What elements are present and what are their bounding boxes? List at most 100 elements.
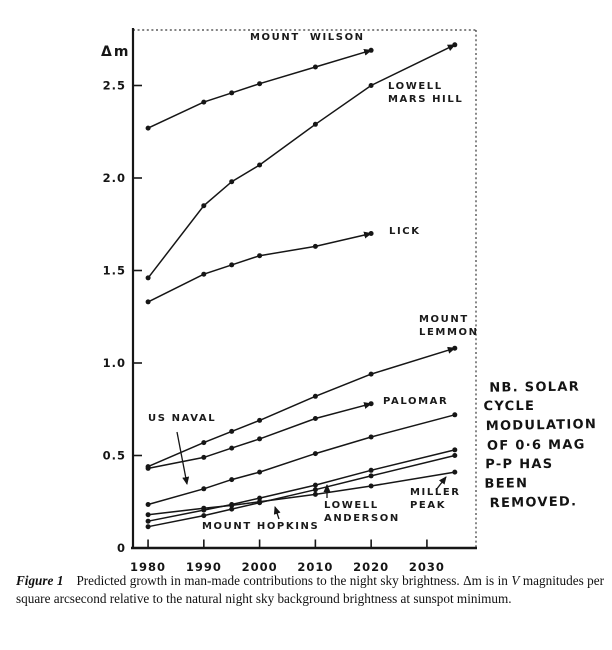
series-point-lowell-mars-hill-0 — [145, 275, 151, 281]
series-point-lowell-anderson-1 — [201, 513, 207, 519]
series-point-miller-peak-4 — [312, 491, 318, 497]
note-line: REMOVED. — [489, 494, 578, 512]
y-axis-label: Δm — [101, 44, 131, 60]
series-point-lick-2 — [229, 262, 235, 268]
series-point-lowell-anderson-4 — [312, 487, 318, 493]
series-point-lowell-mars-hill-4 — [312, 121, 318, 127]
plot-frame — [131, 28, 477, 550]
series-label-line: MOUNT HOPKINS — [202, 521, 320, 532]
series-point-mount-hopkins-0 — [145, 518, 151, 524]
series-point-mount-hopkins-5 — [368, 467, 374, 473]
series-point-us-naval-2 — [229, 477, 235, 483]
series-point-lowell-anderson-0 — [145, 524, 151, 530]
series-point-palomar-0 — [145, 465, 151, 471]
series-point-lick-3 — [257, 253, 263, 259]
series-point-mount-wilson-4 — [312, 64, 318, 70]
series-label-lowell-mars-hill: LOWELL MARS HILL — [388, 81, 463, 106]
series-point-us-naval-0 — [145, 502, 151, 507]
series-point-palomar-1 — [201, 454, 207, 460]
series-point-mount-wilson-3 — [257, 81, 263, 87]
series-point-mount-lemmon-2 — [229, 428, 235, 434]
series-point-lowell-anderson-2 — [229, 506, 235, 512]
x-tick-label: 2000 — [242, 560, 278, 574]
series-point-palomar-4 — [312, 416, 318, 421]
x-tick-label: 1990 — [186, 560, 222, 574]
figure-caption: Figure 1 Predicted growth in man-made con… — [16, 572, 604, 607]
y-tick-label: 1.0 — [103, 356, 126, 370]
series-point-us-naval-1 — [201, 486, 207, 492]
series-line-mount-wilson — [147, 48, 373, 129]
handwritten-note: NB. SOLAR CYCLE MODULATION OF 0·6 MAG P-… — [483, 377, 611, 513]
series-point-lowell-mars-hill-5 — [368, 83, 374, 88]
note-line: NB. SOLAR — [489, 379, 581, 396]
series-point-lowell-mars-hill-1 — [201, 203, 207, 209]
x-tick-label: 1980 — [130, 560, 166, 574]
series-point-us-naval-3 — [257, 469, 263, 475]
series-label-line: LOWELL — [324, 500, 379, 511]
series-point-lick-0 — [145, 299, 151, 305]
series-point-mount-wilson-0 — [145, 125, 151, 131]
series-point-us-naval-4 — [312, 451, 318, 457]
note-line: BEEN — [484, 476, 529, 492]
series-point-lick-1 — [201, 271, 207, 277]
series-point-miller-peak-3 — [257, 499, 263, 505]
series-label-line: MARS HILL — [388, 93, 464, 105]
y-tick-label: 2.0 — [103, 171, 126, 185]
series-point-palomar-3 — [257, 436, 263, 442]
axis-ticks: 1980 1990 2000 2010 2020 2030 0 0.5 1.0 1.5 2.0 2.5 — [103, 79, 445, 575]
series-label-line: LICK — [389, 226, 421, 237]
series-label-us-naval: US NAVAL — [148, 413, 216, 426]
series-point-lowell-mars-hill-2 — [229, 179, 235, 185]
series-label-palomar: PALOMAR — [383, 396, 448, 409]
series-label-mount-lemmon: MOUNT LEMMON — [419, 314, 479, 339]
series-label-lowell-anderson: LOWELL ANDERSON — [324, 500, 400, 525]
series-point-us-naval-6 — [452, 412, 458, 418]
x-tick-label: 2030 — [409, 560, 445, 574]
mount-hopkins-arrow — [273, 506, 281, 520]
series-label-line: PEAK — [410, 499, 447, 511]
series-point-miller-peak-6 — [452, 469, 458, 475]
note-line: OF 0·6 MAG — [486, 437, 586, 454]
series-point-us-naval-5 — [368, 434, 374, 440]
series-line-lick — [147, 231, 373, 303]
series-point-lowell-anderson-5 — [368, 473, 374, 479]
note-line: MODULATION — [485, 417, 598, 435]
series-point-mount-lemmon-1 — [201, 440, 207, 446]
series-line-mount-hopkins — [147, 449, 455, 522]
note-line: P-P HAS — [485, 456, 554, 473]
series-label-line: MOUNT WILSON — [250, 32, 365, 43]
series-point-mount-hopkins-3 — [257, 495, 263, 501]
series-point-lowell-mars-hill-6 — [452, 42, 458, 48]
series-label-line: US NAVAL — [148, 413, 217, 424]
series-point-lick-5 — [368, 231, 374, 236]
y-tick-label: 0 — [117, 541, 126, 555]
series-point-mount-wilson-1 — [201, 99, 207, 105]
series-point-miller-peak-5 — [368, 483, 374, 489]
us-naval-arrow — [176, 431, 190, 485]
series-point-miller-peak-0 — [145, 512, 151, 518]
series-point-mount-hopkins-6 — [452, 447, 458, 453]
series-label-line: PALOMAR — [383, 396, 449, 407]
series-label-line: ANDERSON — [324, 512, 400, 524]
series-label-mount-hopkins: MOUNT HOPKINS — [202, 521, 319, 534]
y-tick-label: 1.5 — [103, 264, 126, 278]
series-point-miller-peak-1 — [201, 505, 207, 511]
series-point-mount-lemmon-5 — [368, 371, 374, 377]
figure-caption-italic-v: V — [511, 573, 520, 588]
series-point-mount-lemmon-4 — [312, 393, 318, 399]
y-tick-label: 0.5 — [103, 449, 126, 463]
note-line: CYCLE — [483, 399, 536, 415]
series-point-lick-4 — [312, 243, 318, 249]
series-label-lick: LICK — [389, 226, 421, 239]
series-point-lowell-mars-hill-3 — [257, 162, 263, 168]
series-label-line: MOUNT — [419, 314, 469, 325]
series-point-palomar-5 — [368, 401, 374, 407]
series-point-mount-wilson-5 — [368, 47, 374, 53]
figure-caption-text: Predicted growth in man-made contributio… — [76, 573, 512, 588]
series-point-palomar-2 — [229, 445, 235, 451]
series-point-mount-hopkins-4 — [312, 482, 318, 488]
series-point-mount-wilson-2 — [229, 90, 235, 96]
series-point-miller-peak-2 — [229, 502, 235, 508]
series-point-mount-lemmon-6 — [452, 345, 458, 351]
